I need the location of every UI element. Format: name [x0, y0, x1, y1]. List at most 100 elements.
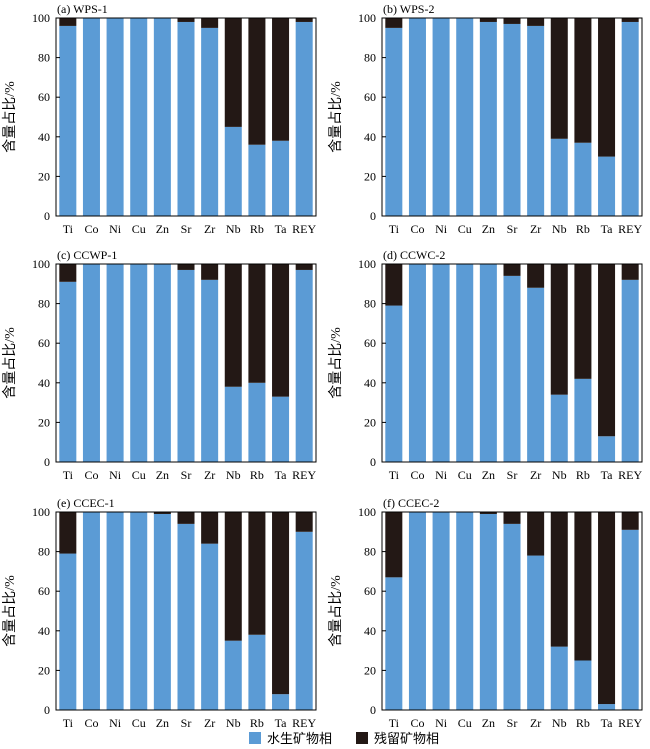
- x-tick-label-cu: Cu: [458, 716, 472, 730]
- legend: 水生矿物相 残留矿物相: [0, 728, 650, 748]
- x-tick-label-co: Co: [84, 716, 98, 730]
- x-tick-label-rey: REY: [618, 716, 642, 730]
- y-tick-label: 40: [364, 376, 376, 390]
- y-tick-label: 0: [44, 455, 50, 469]
- x-tick-label-ta: Ta: [275, 468, 287, 482]
- bar-ta-series-2: [272, 18, 290, 141]
- y-tick-label: 80: [38, 51, 50, 65]
- bar-rb-series-1: [574, 660, 592, 710]
- chart-panel-3: 0 20 40 60 80 100 Ti Co Ni Cu Zn Sr Zr Nb Rb Ta REY (c) C…: [2, 248, 317, 482]
- bar-nb-series-1: [224, 386, 242, 462]
- bar-co-series-1: [408, 512, 426, 710]
- bar-ti-series-1: [59, 281, 77, 462]
- y-tick-label: 20: [364, 169, 376, 183]
- y-tick-label: 60: [38, 90, 50, 104]
- bar-sr-series-2: [177, 512, 195, 524]
- x-tick-label-ti: Ti: [389, 716, 400, 730]
- bar-zn-series-1: [479, 264, 497, 462]
- y-tick-label: 20: [38, 415, 50, 429]
- bar-rey-series-2: [295, 512, 313, 532]
- bar-co-series-1: [82, 512, 100, 710]
- bar-cu-series-1: [130, 18, 148, 216]
- legend-item-aqueous: 水生矿物相: [249, 728, 332, 747]
- bar-ni-series-1: [106, 264, 124, 462]
- bar-sr-series-2: [503, 512, 521, 524]
- y-tick-label: 40: [364, 130, 376, 144]
- y-tick-label: 20: [364, 663, 376, 677]
- y-axis-label: 含量占比/%: [2, 575, 18, 647]
- bar-ti-series-2: [59, 264, 77, 282]
- chart-panel-2: 0 20 40 60 80 100 Ti Co Ni Cu Zn Sr Zr Nb Rb Ta REY (b) W…: [328, 2, 643, 236]
- x-tick-label-sr: Sr: [507, 222, 518, 236]
- bar-rb-series-1: [574, 378, 592, 462]
- y-tick-label: 80: [38, 545, 50, 559]
- bar-ti-series-2: [385, 264, 403, 306]
- bar-zn-series-1: [153, 513, 171, 710]
- bar-zr-series-1: [527, 555, 545, 710]
- plot-frame: [55, 511, 317, 711]
- x-tick-label-cu: Cu: [132, 222, 146, 236]
- x-tick-label-nb: Nb: [226, 716, 241, 730]
- bar-cu-series-1: [456, 264, 474, 462]
- bar-rb-series-2: [574, 512, 592, 661]
- x-tick-label-zr: Zr: [204, 716, 215, 730]
- bar-zr-series-1: [527, 25, 545, 217]
- x-tick-label-nb: Nb: [552, 716, 567, 730]
- panel-title: (b) WPS-2: [383, 2, 434, 16]
- x-tick-label-rey: REY: [292, 716, 316, 730]
- x-tick-label-rb: Rb: [250, 222, 264, 236]
- x-tick-label-sr: Sr: [181, 716, 192, 730]
- bar-sr-series-2: [177, 18, 195, 22]
- bar-zr-series-2: [201, 18, 219, 28]
- x-tick-label-co: Co: [410, 468, 424, 482]
- x-tick-label-nb: Nb: [226, 222, 241, 236]
- x-tick-label-ta: Ta: [601, 222, 613, 236]
- x-tick-label-co: Co: [84, 222, 98, 236]
- plot-frame: [381, 263, 643, 463]
- bar-rb-series-2: [248, 18, 266, 145]
- bar-zr-series-2: [527, 18, 545, 26]
- bar-zr-series-2: [527, 512, 545, 556]
- x-tick-label-ta: Ta: [601, 716, 613, 730]
- bar-zr-series-2: [527, 264, 545, 288]
- bar-rb-series-2: [574, 264, 592, 379]
- y-tick-label: 0: [370, 703, 376, 717]
- x-tick-label-nb: Nb: [226, 468, 241, 482]
- bar-ti-series-1: [385, 305, 403, 462]
- bar-rey-series-2: [295, 264, 313, 270]
- bar-ti-series-1: [59, 553, 77, 710]
- y-tick-label: 100: [32, 505, 50, 519]
- bar-zn-series-1: [153, 264, 171, 462]
- bar-zn-series-1: [479, 21, 497, 217]
- bar-rey-series-1: [621, 529, 639, 710]
- y-tick-label: 0: [44, 209, 50, 223]
- x-tick-label-co: Co: [410, 716, 424, 730]
- x-tick-label-sr: Sr: [507, 468, 518, 482]
- bar-ti-series-1: [385, 27, 403, 217]
- y-axis-label: 含量占比/%: [328, 575, 344, 647]
- bar-rey-series-1: [295, 269, 313, 462]
- bar-ni-series-1: [106, 512, 124, 710]
- bar-zr-series-1: [527, 287, 545, 462]
- legend-label-aqueous: 水生矿物相: [267, 732, 333, 747]
- bar-ti-series-2: [59, 512, 77, 554]
- bar-rey-series-1: [621, 21, 639, 217]
- bar-rey-series-1: [295, 531, 313, 710]
- y-tick-label: 100: [358, 11, 376, 25]
- y-tick-label: 80: [38, 297, 50, 311]
- bar-zr-series-1: [201, 27, 219, 217]
- bar-zn-series-2: [153, 512, 171, 514]
- legend-swatch-aqueous: [249, 731, 261, 744]
- x-tick-label-rey: REY: [292, 468, 316, 482]
- legend-swatch-residual: [356, 731, 368, 744]
- bar-ti-series-1: [59, 25, 77, 217]
- x-tick-label-ni: Ni: [109, 222, 122, 236]
- bar-ti-series-2: [385, 512, 403, 578]
- y-tick-label: 40: [38, 130, 50, 144]
- y-axis-label: 含量占比/%: [2, 327, 18, 399]
- bar-ta-series-2: [272, 264, 290, 397]
- bar-rb-series-1: [248, 382, 266, 462]
- chart-panel-4: 0 20 40 60 80 100 Ti Co Ni Cu Zn Sr Zr Nb Rb Ta REY (d) C…: [328, 248, 643, 482]
- panel-title: (e) CCEC-1: [57, 496, 115, 510]
